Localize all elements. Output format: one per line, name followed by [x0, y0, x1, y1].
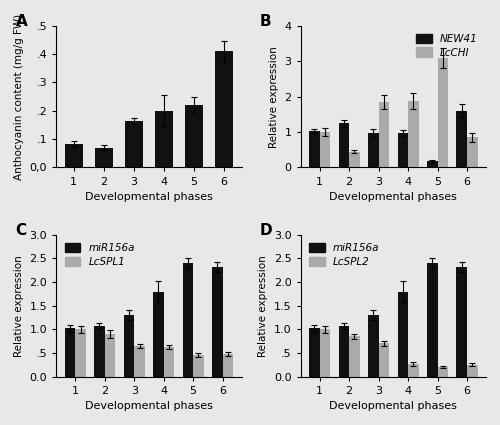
Text: D: D — [260, 224, 272, 238]
Bar — [153, 292, 164, 377]
Y-axis label: Anthocyanin content (mg/g FW): Anthocyanin content (mg/g FW) — [14, 14, 24, 180]
X-axis label: Developmental phases: Developmental phases — [85, 401, 213, 411]
Bar — [193, 355, 204, 377]
Bar — [378, 102, 390, 167]
Bar — [438, 367, 448, 377]
X-axis label: Developmental phases: Developmental phases — [85, 192, 213, 202]
Bar — [408, 101, 418, 167]
Y-axis label: Relative expression: Relative expression — [14, 255, 24, 357]
Bar — [338, 123, 349, 167]
Bar — [222, 354, 233, 377]
Bar — [398, 133, 408, 167]
Bar — [182, 263, 193, 377]
Bar — [427, 161, 438, 167]
Bar — [349, 336, 360, 377]
Bar — [309, 329, 320, 377]
Bar — [76, 329, 86, 377]
X-axis label: Developmental phases: Developmental phases — [330, 401, 458, 411]
Bar — [215, 51, 233, 167]
Bar — [212, 267, 222, 377]
Text: B: B — [260, 14, 272, 29]
Text: A: A — [16, 14, 27, 29]
Bar — [456, 111, 467, 167]
Bar — [94, 326, 104, 377]
Bar — [185, 105, 203, 167]
Bar — [320, 132, 330, 167]
Bar — [368, 133, 378, 167]
Bar — [134, 346, 145, 377]
Bar — [320, 329, 330, 377]
Bar — [338, 326, 349, 377]
Bar — [104, 334, 116, 377]
Y-axis label: Relative expression: Relative expression — [258, 255, 268, 357]
Bar — [349, 152, 360, 167]
Bar — [427, 263, 438, 377]
Bar — [125, 121, 143, 167]
Bar — [124, 315, 134, 377]
Bar — [438, 58, 448, 167]
Bar — [64, 329, 76, 377]
Bar — [309, 131, 320, 167]
Bar — [467, 365, 477, 377]
X-axis label: Developmental phases: Developmental phases — [330, 192, 458, 202]
Bar — [456, 267, 467, 377]
Legend: NEW41, LcCHI: NEW41, LcCHI — [413, 31, 481, 61]
Bar — [467, 137, 477, 167]
Bar — [95, 147, 113, 167]
Legend: miR156a, LcSPL2: miR156a, LcSPL2 — [306, 240, 382, 270]
Bar — [368, 315, 378, 377]
Bar — [378, 343, 390, 377]
Bar — [155, 111, 173, 167]
Text: C: C — [16, 224, 26, 238]
Bar — [64, 144, 82, 167]
Bar — [398, 292, 408, 377]
Bar — [164, 347, 174, 377]
Legend: miR156a, LcSPL1: miR156a, LcSPL1 — [62, 240, 138, 270]
Bar — [408, 364, 418, 377]
Y-axis label: Relative expression: Relative expression — [269, 46, 279, 147]
